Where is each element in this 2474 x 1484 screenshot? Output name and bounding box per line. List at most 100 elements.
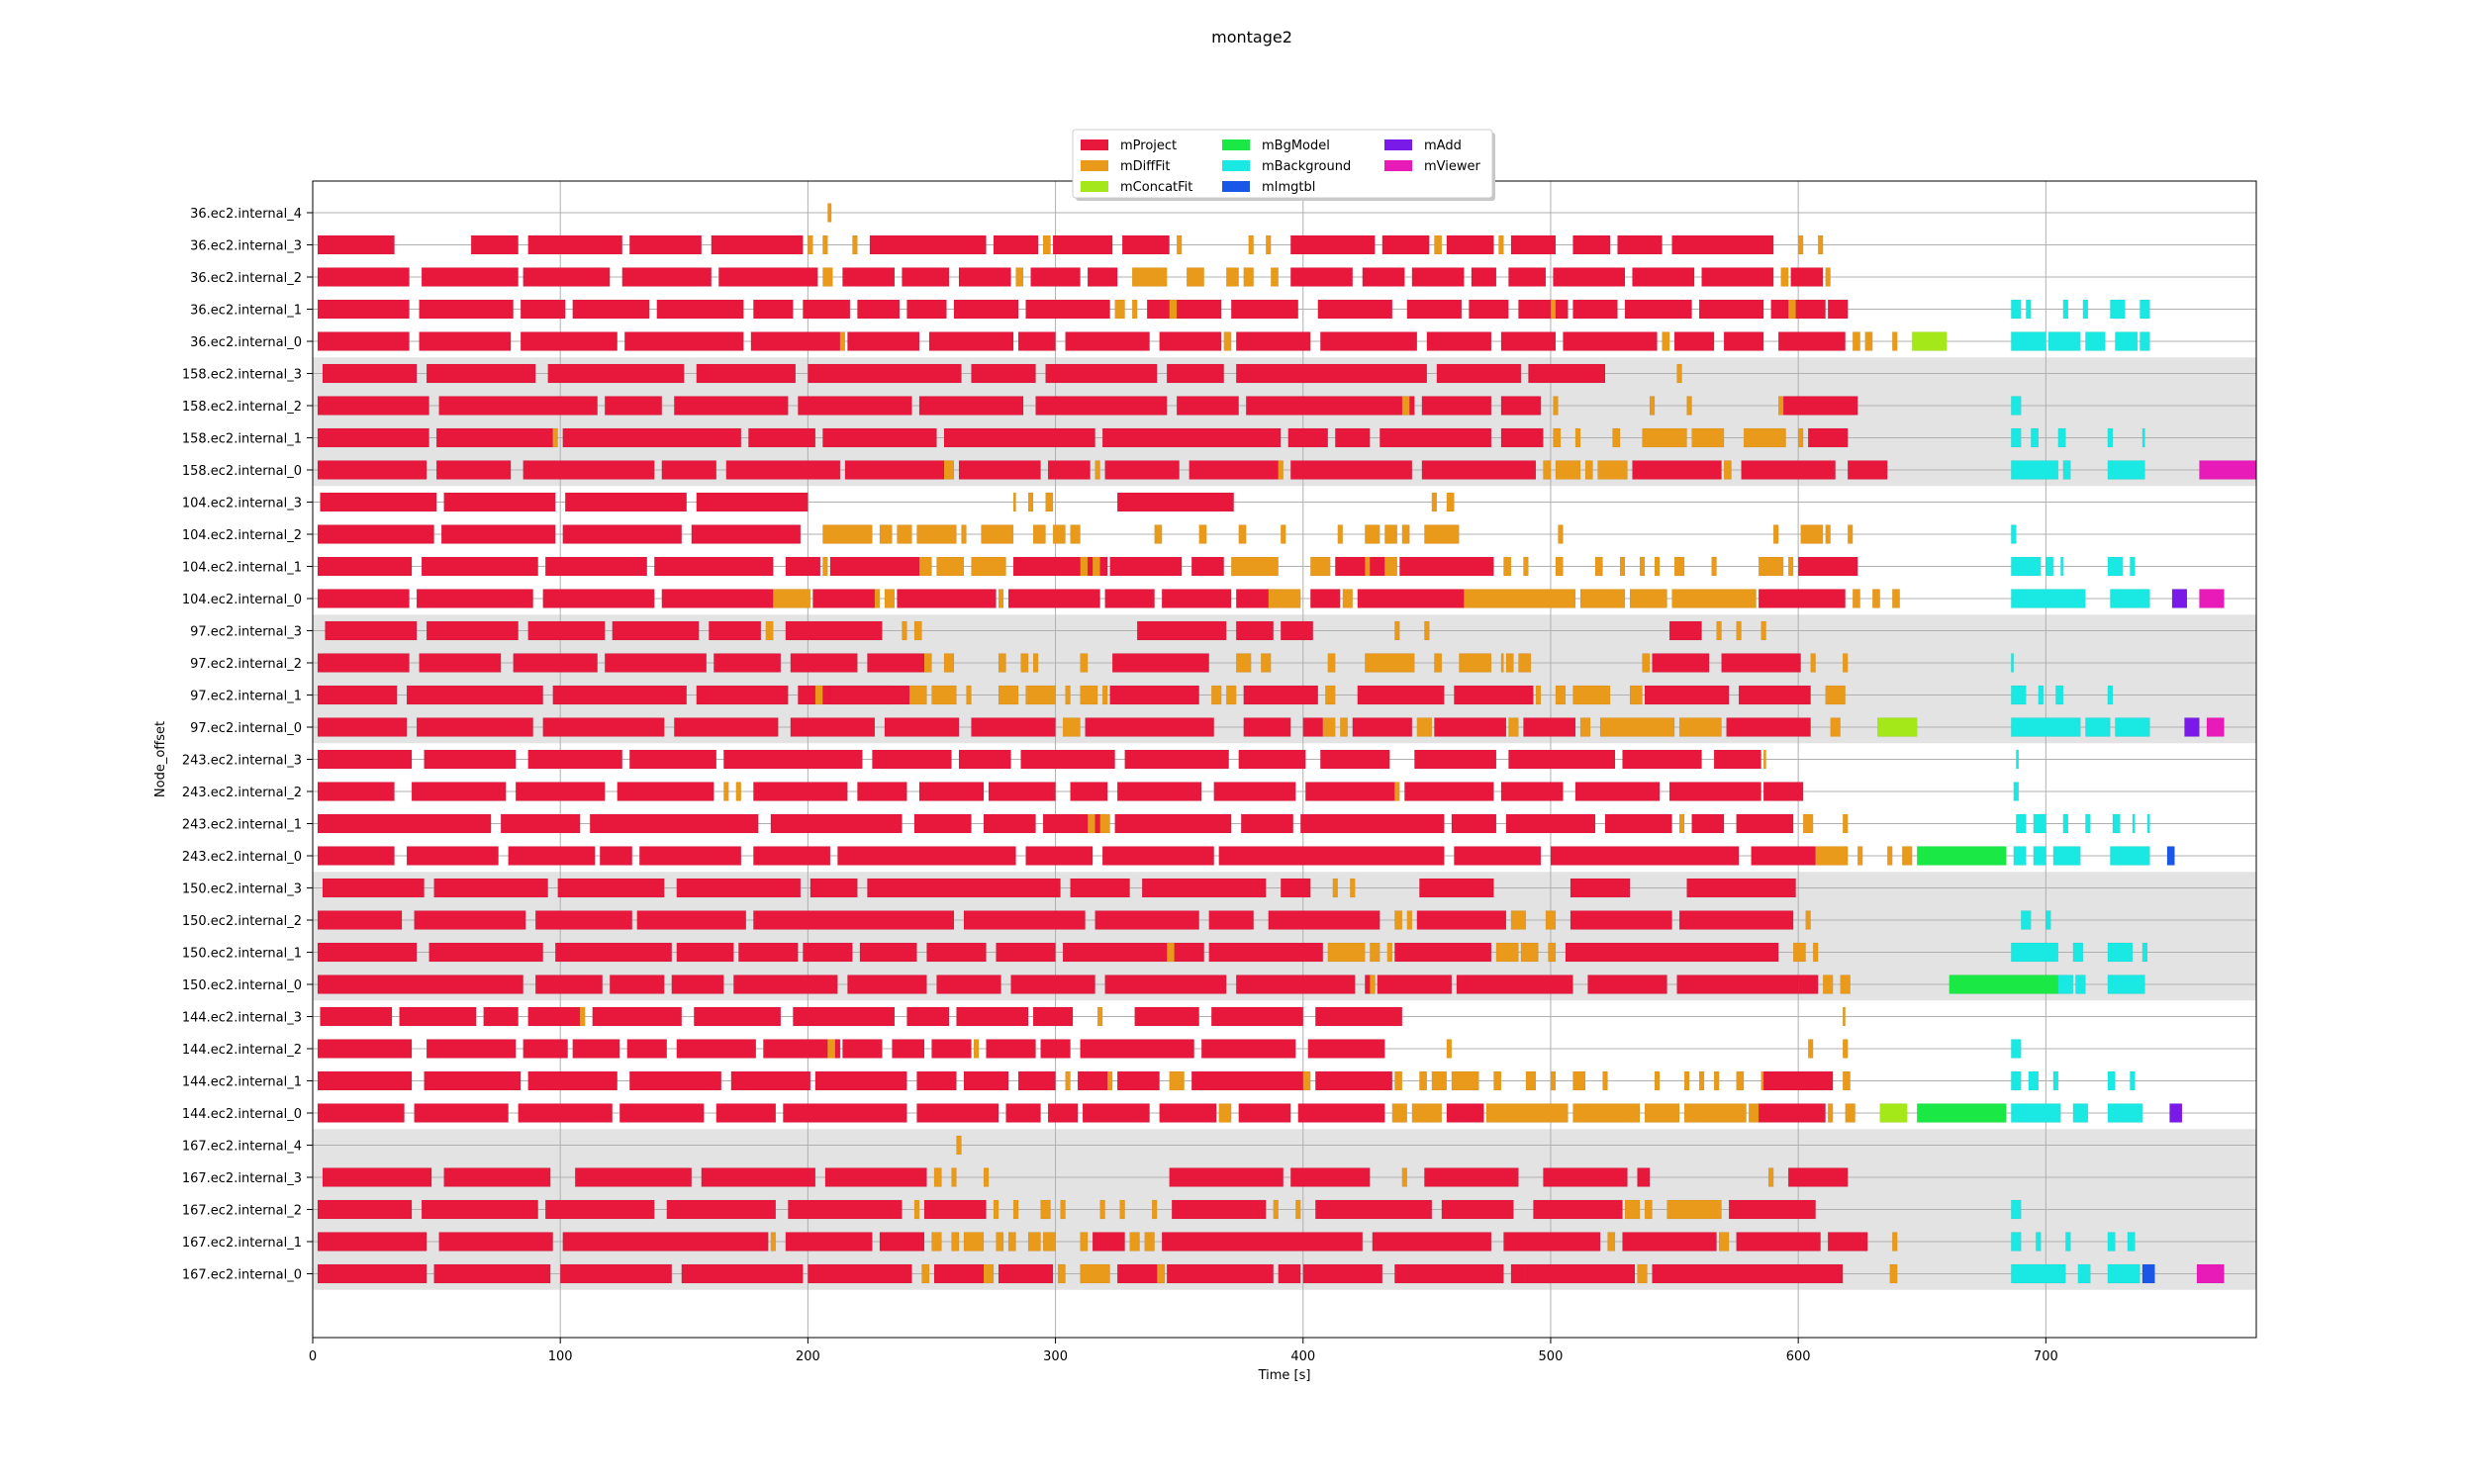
task-bar-mViewer <box>2206 717 2225 737</box>
task-bar-mDiffFit <box>1365 524 1380 544</box>
task-bar-mProject <box>1305 782 1395 801</box>
task-bar-mDiffFit <box>1619 556 1626 577</box>
task-bar-mBackground <box>2062 813 2069 834</box>
task-bar-mProject <box>317 556 413 577</box>
task-bar-mDiffFit <box>1302 1070 1311 1091</box>
task-bar-mImgtbl <box>2166 846 2175 866</box>
task-bar-mDiffFit <box>1599 717 1675 737</box>
task-bar-mDiffFit <box>1406 910 1413 930</box>
task-bar-mProject <box>1297 1103 1385 1123</box>
task-bar-mDiffFit <box>1671 589 1757 608</box>
task-bar-mDiffFit <box>1856 846 1863 866</box>
task-bar-mProject <box>1827 1232 1868 1252</box>
task-bar-mDiffFit <box>1015 267 1024 287</box>
task-bar-mDiffFit <box>1812 942 1819 963</box>
task-bar-mProject <box>803 942 853 963</box>
task-bar-mProject <box>508 846 596 866</box>
y-tick-label: 36.ec2.internal_1 <box>190 304 302 319</box>
task-bar-mProject <box>428 942 543 963</box>
task-bar-mProject <box>617 782 714 801</box>
task-bar-mDiffFit <box>921 1263 930 1284</box>
x-tick-label: 500 <box>1539 1349 1564 1364</box>
task-bar-mDiffFit <box>1901 846 1913 866</box>
task-bar-mProject <box>317 910 403 930</box>
task-bar-mProject <box>671 974 724 994</box>
task-bar-mBackground <box>2047 331 2081 351</box>
task-bar-mDiffFit <box>1096 1006 1103 1027</box>
task-bar-mDiffFit <box>1891 589 1900 608</box>
task-bar-mProject <box>715 1103 777 1123</box>
task-bar-mProject <box>1550 846 1740 866</box>
task-bar-mProject <box>433 1263 551 1284</box>
task-bar-mDiffFit <box>1678 813 1685 834</box>
task-bar-mProject <box>1104 589 1155 608</box>
task-bar-mDiffFit <box>1431 492 1438 512</box>
task-bar-mProject <box>1758 589 1846 608</box>
y-tick-label: 144.ec2.internal_1 <box>182 1075 302 1090</box>
task-bar-mDiffFit <box>902 620 907 641</box>
task-bar-mProject <box>931 1039 972 1059</box>
task-bar-mProject <box>1290 460 1413 480</box>
task-bar-mDiffFit <box>1629 589 1667 608</box>
task-bar-mProject <box>803 299 851 320</box>
task-bar-mProject <box>414 1103 509 1123</box>
y-tick-label: 144.ec2.internal_2 <box>182 1043 302 1058</box>
task-bar-mProject <box>1637 1167 1651 1187</box>
task-bar-mProject <box>793 1006 896 1027</box>
task-bar-mProject <box>753 782 848 801</box>
task-bar-mProject <box>859 942 917 963</box>
task-bar-mDiffFit <box>1027 492 1034 512</box>
task-bar-mBackground <box>2036 1232 2042 1252</box>
task-bar-mProject <box>906 1006 950 1027</box>
task-bar-mProject <box>599 846 632 866</box>
task-bar-mBackground <box>2112 813 2121 834</box>
task-bar-mDiffFit <box>822 524 873 544</box>
task-bar-mProject <box>317 331 410 351</box>
task-bar-mBackground <box>2107 1070 2116 1091</box>
task-bar-mProject <box>470 234 519 255</box>
legend-swatch-mConcatFit <box>1081 181 1108 192</box>
task-bar-mDiffFit <box>1025 685 1056 705</box>
task-bar-mBackground <box>2011 396 2022 416</box>
task-bar-mProject <box>1290 1167 1371 1187</box>
task-bar-mDiffFit <box>1505 653 1514 673</box>
task-bar-mProject <box>1065 331 1150 351</box>
task-bar-mProject <box>414 910 526 930</box>
task-bar-mDiffFit <box>1736 1070 1745 1091</box>
task-bar-mProject <box>1414 749 1497 770</box>
task-bar-mDiffFit <box>765 620 774 641</box>
task-bar-mProject <box>1208 942 1324 963</box>
task-bar-mProject <box>1159 331 1222 351</box>
task-bar-mConcatFit <box>1879 1103 1908 1123</box>
task-bar-mProject <box>527 1070 618 1091</box>
task-bar-mDiffFit <box>1045 492 1054 512</box>
task-bar-mProject <box>1121 234 1170 255</box>
task-bar-mDiffFit <box>1797 427 1804 448</box>
task-bar-mProject <box>829 685 910 705</box>
task-bar-mDiffFit <box>1459 653 1492 673</box>
task-bar-mProject <box>1280 620 1314 641</box>
task-bar-mDiffFit <box>1548 942 1557 963</box>
task-bar-mDiffFit <box>1767 1167 1774 1187</box>
task-bar-mProject <box>711 234 804 255</box>
task-bar-mBackground <box>2026 299 2032 320</box>
task-bar-mDiffFit <box>1370 974 1376 994</box>
task-bar-mProject <box>963 1070 1009 1091</box>
task-bar-mBGModel <box>1916 846 2007 866</box>
task-bar-mProject <box>547 363 685 384</box>
task-bar-mProject <box>527 620 606 641</box>
task-bar-mDiffFit <box>1052 524 1066 544</box>
task-bar-mDiffFit <box>1607 1232 1616 1252</box>
task-bar-mDiffFit <box>1340 717 1349 737</box>
legend-label-mConcatFit: mConcatFit <box>1120 180 1192 195</box>
task-bar-mDiffFit <box>1698 1070 1705 1091</box>
task-bar-mBackground <box>2115 717 2150 737</box>
task-bar-mProject <box>317 589 410 608</box>
task-bar-mProject <box>636 910 747 930</box>
task-bar-mDiffFit <box>1840 974 1851 994</box>
task-bar-mBackground <box>2107 974 2145 994</box>
task-bar-mDiffFit <box>1572 685 1611 705</box>
task-bar-mProject <box>424 749 517 770</box>
task-bar-mDiffFit <box>1401 524 1410 544</box>
task-bar-mDiffFit <box>1238 524 1247 544</box>
